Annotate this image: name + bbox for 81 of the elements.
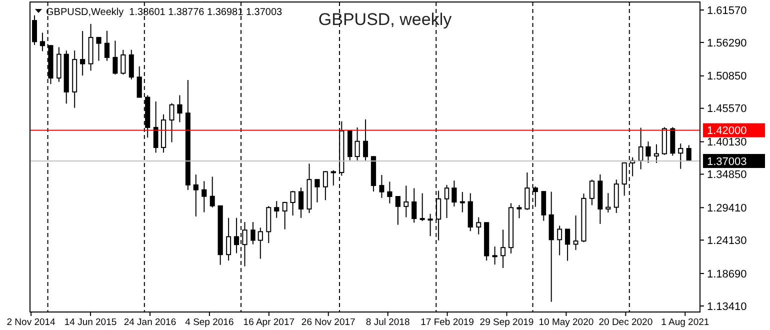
y-tick-label: 1.50850 [707, 70, 747, 83]
candlestick [589, 179, 595, 206]
candlestick [622, 162, 627, 196]
candlestick [678, 143, 684, 170]
candlestick [428, 213, 433, 237]
candlestick [500, 229, 506, 268]
candlestick [322, 170, 328, 201]
candlestick [250, 222, 256, 245]
candlestick [444, 184, 450, 218]
y-tick-label: 1.24130 [707, 234, 747, 247]
candlestick [56, 46, 62, 82]
candlestick [573, 215, 578, 250]
y-tick-label: 1.40130 [707, 136, 747, 149]
y-tick-label: 1.34850 [707, 169, 747, 182]
x-tick-label: 16 Apr 2017 [243, 317, 295, 328]
y-tick-label: 1.61570 [707, 4, 747, 17]
candlestick [638, 127, 644, 170]
candlestick [120, 49, 126, 76]
candlestick [177, 94, 182, 123]
candlestick [686, 144, 692, 162]
candlestick [274, 200, 280, 218]
candlestick [210, 176, 215, 208]
y-tick-label: 1.56290 [707, 37, 747, 50]
x-tick-label: 29 Sep 2019 [480, 317, 534, 328]
x-tick-label: 8 Jul 2018 [366, 317, 410, 328]
candlestick [387, 181, 392, 204]
x-tick-label: 14 Jun 2015 [64, 317, 117, 328]
ref-line-label: 1.37003 [707, 156, 747, 168]
x-tick-label: 20 Dec 2020 [598, 317, 653, 328]
annotation: GBPUSD,Weekly 1.38601 1.38776 1.36981 1.37003 [46, 7, 283, 18]
y-tick-label: 1.29410 [707, 202, 747, 214]
candlestick [96, 36, 102, 62]
candlestick [80, 30, 86, 76]
candlestick [290, 190, 296, 216]
candlestick [282, 201, 288, 230]
candlestick [193, 174, 198, 217]
candlestick [541, 190, 546, 222]
candlestick [452, 180, 457, 207]
candlestick [104, 30, 110, 62]
candlestick [516, 204, 522, 219]
candlestick [379, 174, 384, 198]
candlestick [258, 227, 263, 260]
candlestick [128, 49, 134, 80]
candlestick [646, 141, 651, 164]
candlestick [395, 196, 400, 226]
ref-line-label: 1.42000 [707, 125, 747, 138]
candlestick [354, 127, 360, 161]
candlestick [606, 192, 611, 213]
x-tick-label: 10 May 2020 [538, 317, 594, 328]
candlestick [226, 217, 232, 262]
x-tick-label: 2 Nov 2014 [6, 317, 56, 328]
candlestick [654, 144, 659, 164]
candlestick [476, 216, 482, 235]
candlestick [169, 102, 174, 143]
text: GBPUSD, weekly [318, 10, 452, 29]
candlestick [298, 187, 304, 218]
candlestick [557, 225, 562, 256]
x-tick-label: 24 Jan 2016 [124, 317, 176, 328]
x-tick-label: 4 Sep 2016 [185, 317, 234, 328]
candlestick [314, 178, 320, 203]
candlestick [136, 66, 142, 98]
candlestick [524, 172, 530, 210]
candlestick [363, 118, 368, 161]
candlestick [202, 180, 207, 213]
candlestick [492, 246, 498, 266]
candlestick [412, 188, 417, 224]
x-tick-label: 26 Nov 2017 [301, 317, 356, 328]
candlestick [112, 40, 118, 76]
candlestick [40, 32, 46, 52]
x-tick-label: 17 Feb 2019 [420, 317, 474, 328]
candlestick [460, 191, 465, 213]
candlestick [330, 170, 336, 186]
candlestick [420, 192, 425, 222]
candlestick [404, 185, 409, 218]
y-tick-label: 1.13410 [707, 300, 747, 313]
candlestick [32, 14, 38, 46]
x-tick-label: 1 Aug 2021 [661, 317, 710, 328]
y-tick-label: 1.18690 [707, 268, 747, 280]
candlestick [614, 179, 619, 214]
candlestick [564, 228, 570, 262]
y-tick-label: 1.45570 [707, 103, 747, 116]
